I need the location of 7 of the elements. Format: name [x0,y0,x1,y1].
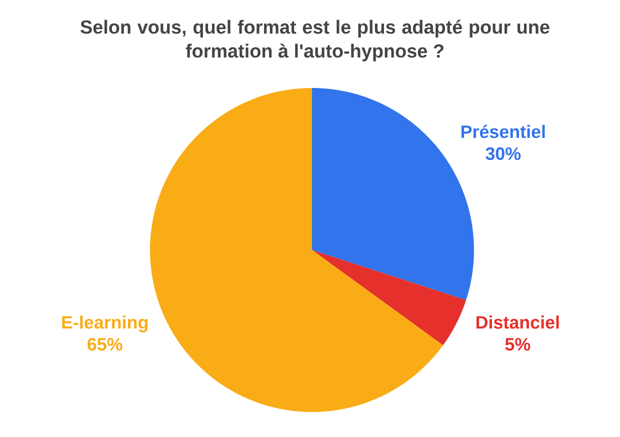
data-label: 30% [486,147,521,160]
data-label: 5% [505,338,530,351]
slice-label: Distanciel [476,316,559,329]
slice-label: Présentiel [462,124,545,138]
data-label: 65% [88,338,122,351]
chart-title: Selon vous, quel format est le plus adapté pour une formation à l'auto-hypnose ? [80,20,550,62]
slice-label: E-learning [62,316,148,332]
